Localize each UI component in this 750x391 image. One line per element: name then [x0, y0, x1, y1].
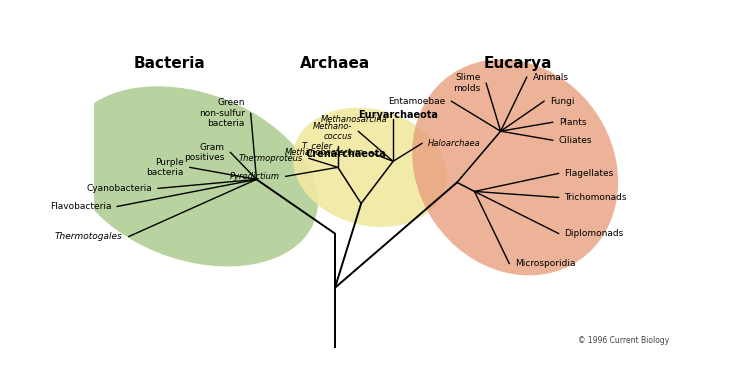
Text: Pyrodictium: Pyrodictium [230, 172, 280, 181]
Text: © 1996 Current Biology: © 1996 Current Biology [578, 336, 669, 345]
Ellipse shape [413, 59, 618, 275]
Text: Green
non-sulfur
bacteria: Green non-sulfur bacteria [199, 98, 244, 128]
Text: Haloarchaea: Haloarchaea [428, 139, 481, 148]
Text: Bacteria: Bacteria [134, 56, 206, 71]
Ellipse shape [292, 108, 447, 227]
Text: Euryarchaeota: Euryarchaeota [358, 109, 438, 120]
Text: Diplomonads: Diplomonads [565, 229, 624, 238]
Text: Methano-
coccus: Methano- coccus [313, 122, 352, 141]
Text: Cyanobacteria: Cyanobacteria [86, 184, 152, 193]
Text: Methanosarcina: Methanosarcina [320, 115, 387, 124]
Text: Entamoebae: Entamoebae [388, 97, 445, 106]
Text: Gram
positives: Gram positives [184, 143, 224, 162]
Text: Flavobacteria: Flavobacteria [50, 202, 111, 211]
Text: Fungi: Fungi [550, 97, 574, 106]
Text: Slime
molds: Slime molds [453, 74, 480, 93]
Text: Eucarya: Eucarya [484, 56, 552, 71]
Text: Crenarchaeota: Crenarchaeota [306, 149, 387, 159]
Text: Purple
bacteria: Purple bacteria [146, 158, 184, 177]
Text: Methanobacterium: Methanobacterium [285, 148, 364, 157]
Text: Ciliates: Ciliates [559, 136, 592, 145]
Text: Archaea: Archaea [300, 56, 370, 71]
Text: Microsporidia: Microsporidia [515, 259, 576, 268]
Text: Thermotogales: Thermotogales [55, 232, 123, 241]
Ellipse shape [68, 86, 318, 267]
Text: Flagellates: Flagellates [565, 169, 614, 178]
Text: Animals: Animals [532, 72, 568, 82]
Text: Plants: Plants [559, 118, 586, 127]
Text: Thermoproteus: Thermoproteus [238, 154, 303, 163]
Text: T. celer: T. celer [302, 142, 332, 151]
Text: Trichomonads: Trichomonads [565, 193, 627, 202]
